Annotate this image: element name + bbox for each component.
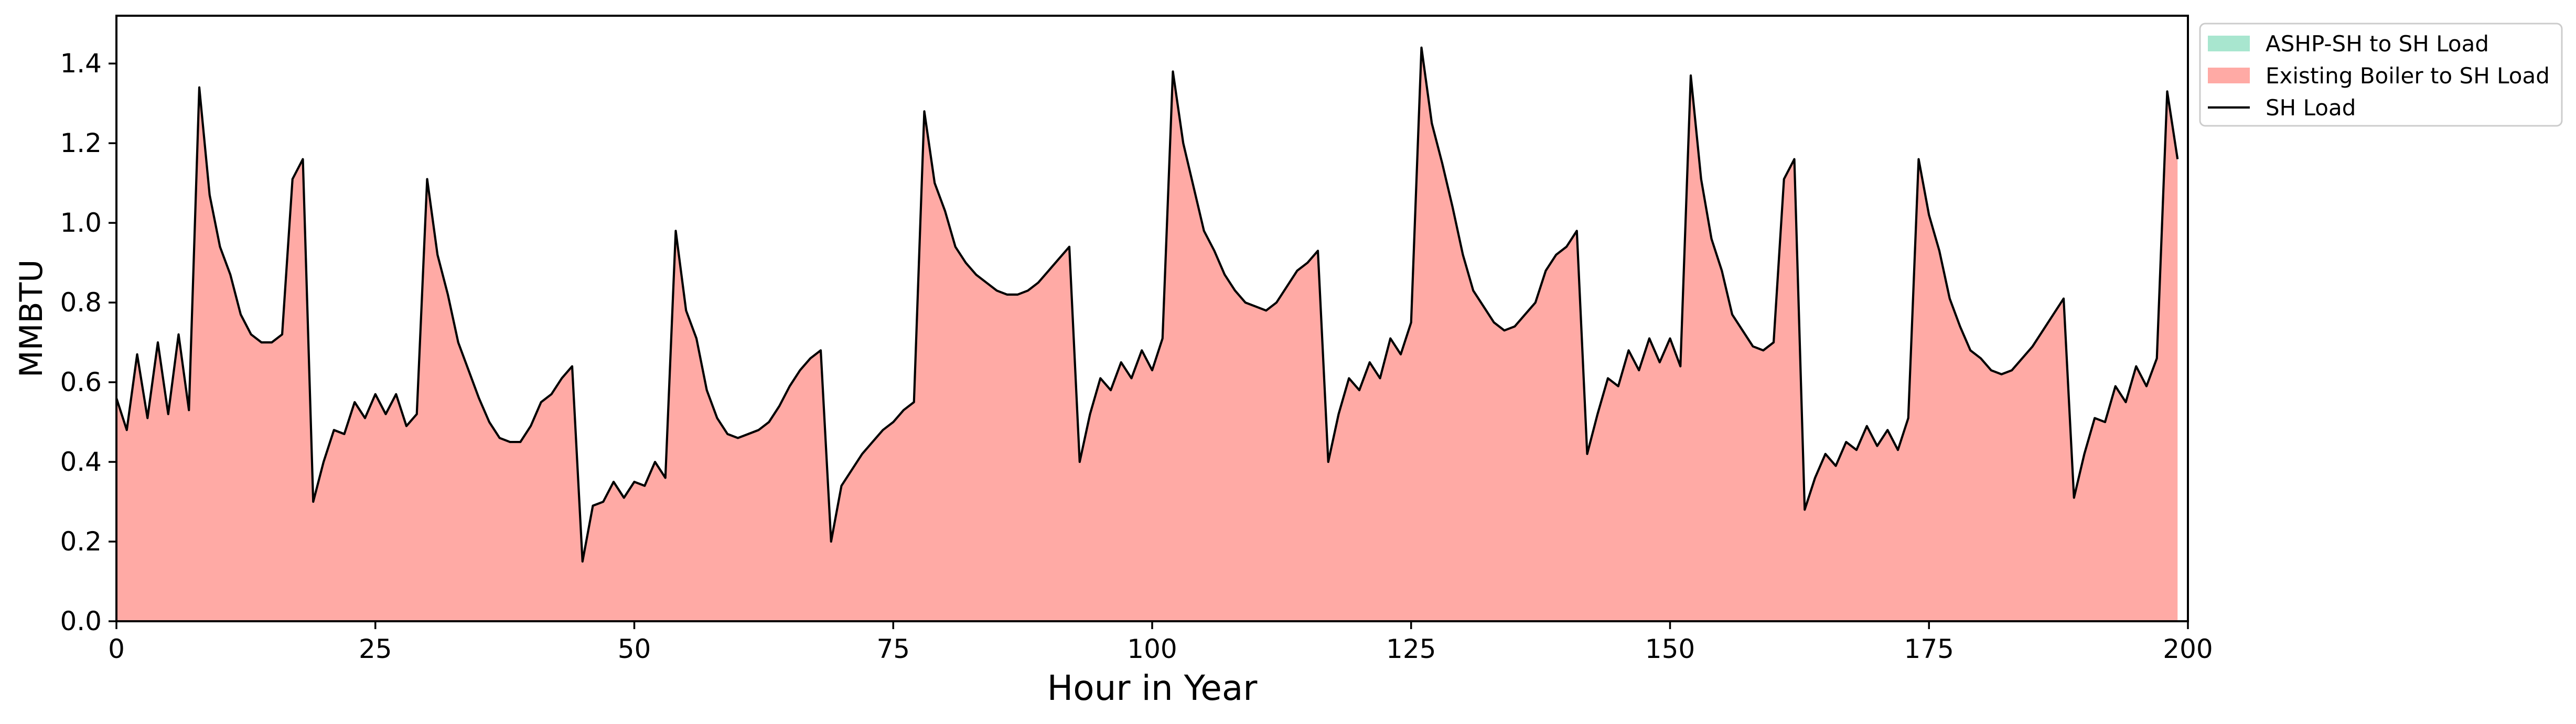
- legend-box: [2199, 23, 2563, 127]
- x-tick-label: 200: [2163, 634, 2213, 664]
- x-axis-label: Hour in Year: [1047, 668, 1258, 708]
- y-axis-label: MMBTU: [13, 260, 50, 377]
- series-line-sh-load: [115, 46, 2179, 563]
- legend-swatch: [2208, 36, 2250, 51]
- y-tick-label: 0.8: [60, 287, 102, 318]
- legend-label: Existing Boiler to SH Load: [2266, 63, 2550, 89]
- x-tick-label: 25: [359, 634, 392, 664]
- x-tick-label: 75: [876, 634, 910, 664]
- x-tick-label: 150: [1645, 634, 1695, 664]
- x-tick-label: 0: [108, 634, 125, 664]
- x-tick-label: 100: [1127, 634, 1177, 664]
- series-area-existing-boiler: [116, 47, 2178, 622]
- legend-label: ASHP-SH to SH Load: [2266, 31, 2489, 57]
- y-tick-label: 0.2: [60, 526, 102, 557]
- y-tick-label: 1.0: [60, 208, 102, 238]
- y-tick-label: 1.4: [60, 48, 102, 79]
- x-tick-label: 175: [1904, 634, 1954, 664]
- plot-area: [115, 46, 2179, 622]
- x-tick-label: 50: [618, 634, 651, 664]
- legend-label: SH Load: [2266, 95, 2356, 121]
- y-tick-label: 0.0: [60, 606, 102, 636]
- y-tick-label: 1.2: [60, 128, 102, 158]
- y-tick-label: 0.4: [60, 447, 102, 477]
- x-tick-label: 125: [1386, 634, 1436, 664]
- legend-swatch: [2208, 68, 2250, 83]
- axes: 0 25 50 75 100 125 150 175 200 0.0 0.2 0.4 0.6 0.8 1.0…: [13, 15, 2213, 708]
- y-tick-label: 0.6: [60, 367, 102, 397]
- legend: ASHP-SH to SH Load Existing Boiler to SH …: [2199, 23, 2563, 127]
